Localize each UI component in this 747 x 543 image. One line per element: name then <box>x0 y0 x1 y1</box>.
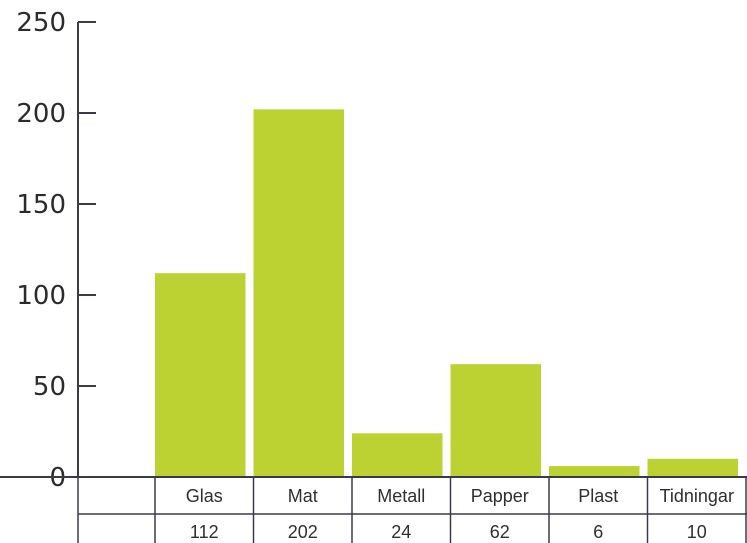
value-label-metall: 24 <box>391 522 411 542</box>
category-label-tidningar: Tidningar <box>660 486 734 506</box>
category-label-papper: Papper <box>471 486 529 506</box>
category-label-mat: Mat <box>288 486 318 506</box>
bar-mat <box>253 109 344 478</box>
y-tick-label-250: 250 <box>16 8 66 38</box>
category-label-metall: Metall <box>377 486 425 506</box>
category-label-glas: Glas <box>186 486 223 506</box>
bar-glas <box>155 273 246 477</box>
bar-plast <box>549 466 640 477</box>
y-tick-label-50: 50 <box>33 372 66 402</box>
value-label-papper: 62 <box>490 522 510 542</box>
category-label-plast: Plast <box>578 486 618 506</box>
value-label-glas: 112 <box>190 522 219 542</box>
value-label-plast: 6 <box>593 522 603 542</box>
bar-papper <box>450 364 541 477</box>
y-tick-label-200: 200 <box>16 99 66 129</box>
bar-metall <box>352 433 443 477</box>
y-tick-label-150: 150 <box>16 190 66 220</box>
value-label-mat: 202 <box>288 522 318 542</box>
y-tick-label-100: 100 <box>16 281 66 311</box>
bar-tidningar <box>647 458 738 477</box>
value-label-tidningar: 10 <box>687 522 707 542</box>
